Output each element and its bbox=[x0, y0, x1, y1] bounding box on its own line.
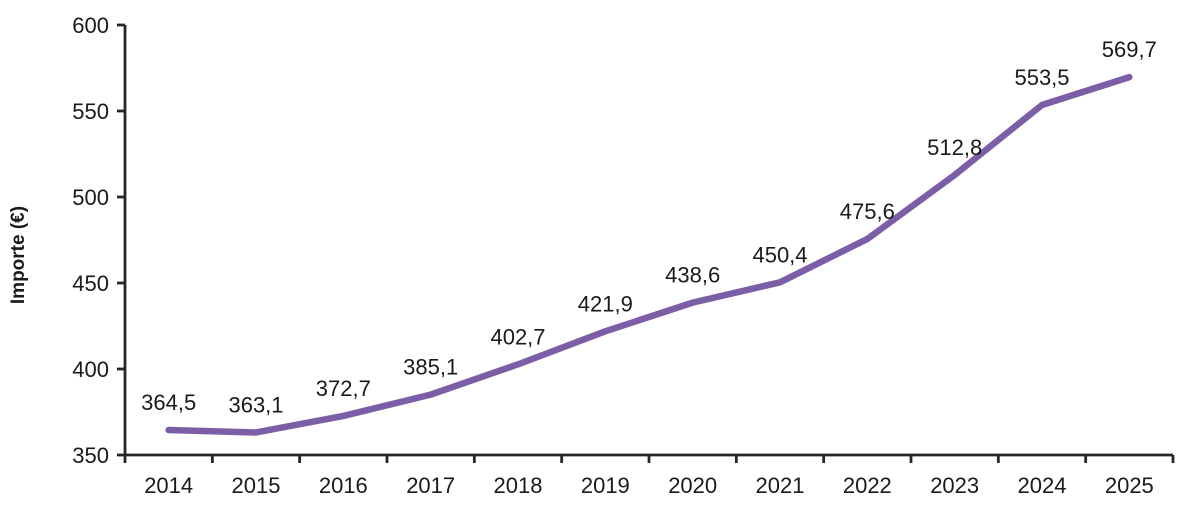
data-label: 512,8 bbox=[927, 135, 982, 160]
data-labels: 364,5 363,1 372,7 385,1 402,7 421,9 438,6 450,4… bbox=[141, 37, 1157, 417]
axis-lines bbox=[123, 25, 1173, 457]
y-tick-label: 550 bbox=[72, 99, 109, 124]
x-tick-label: 2022 bbox=[843, 473, 892, 498]
data-label: 402,7 bbox=[490, 324, 545, 349]
y-tick-label: 500 bbox=[72, 185, 109, 210]
data-label: 421,9 bbox=[578, 291, 633, 316]
x-tick-label: 2014 bbox=[144, 473, 193, 498]
y-tick-label: 400 bbox=[72, 357, 109, 382]
series-polyline bbox=[165, 73, 1133, 436]
x-tick-label: 2020 bbox=[668, 473, 717, 498]
x-tick-label: 2024 bbox=[1018, 473, 1067, 498]
series-line bbox=[165, 73, 1133, 436]
y-tick-label: 450 bbox=[72, 271, 109, 296]
data-label: 363,1 bbox=[228, 392, 283, 417]
x-tick-label: 2016 bbox=[319, 473, 368, 498]
x-tick-label: 2025 bbox=[1105, 473, 1154, 498]
x-tick-label: 2018 bbox=[494, 473, 543, 498]
y-axis: 350 400 450 500 550 600 bbox=[72, 13, 125, 468]
data-label: 569,7 bbox=[1102, 37, 1157, 62]
data-label: 385,1 bbox=[403, 355, 458, 380]
data-label: 450,4 bbox=[752, 242, 807, 267]
x-axis: 2014 2015 2016 2017 2018 2019 2020 2021 2022 2023… bbox=[123, 455, 1175, 498]
y-tick-label: 600 bbox=[72, 13, 109, 38]
data-label: 475,6 bbox=[840, 199, 895, 224]
x-tick-label: 2023 bbox=[930, 473, 979, 498]
data-label: 438,6 bbox=[665, 263, 720, 288]
x-tick-label: 2021 bbox=[756, 473, 805, 498]
x-tick-label: 2017 bbox=[406, 473, 455, 498]
data-label: 553,5 bbox=[1014, 65, 1069, 90]
x-tick-label: 2015 bbox=[232, 473, 281, 498]
y-tick-label: 350 bbox=[72, 443, 109, 468]
y-axis-title: Importe (€) bbox=[8, 206, 29, 304]
x-tick-label: 2019 bbox=[581, 473, 630, 498]
data-label: 372,7 bbox=[316, 376, 371, 401]
data-label: 364,5 bbox=[141, 390, 196, 415]
